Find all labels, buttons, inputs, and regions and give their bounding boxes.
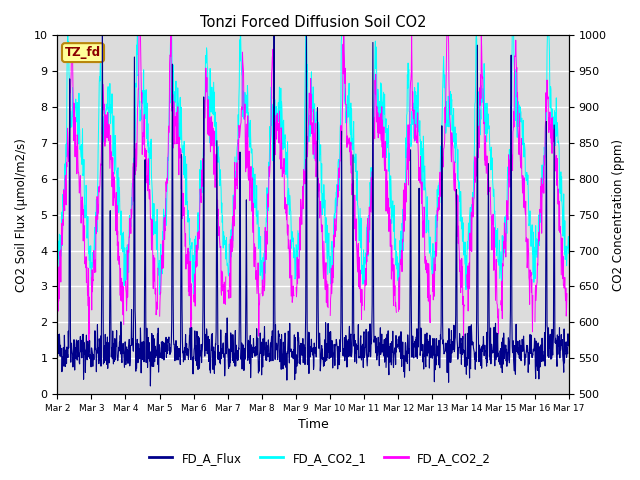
- Text: TZ_fd: TZ_fd: [65, 46, 101, 59]
- X-axis label: Time: Time: [298, 419, 328, 432]
- Title: Tonzi Forced Diffusion Soil CO2: Tonzi Forced Diffusion Soil CO2: [200, 15, 426, 30]
- Y-axis label: CO2 Soil Flux (μmol/m2/s): CO2 Soil Flux (μmol/m2/s): [15, 138, 28, 292]
- Legend: FD_A_Flux, FD_A_CO2_1, FD_A_CO2_2: FD_A_Flux, FD_A_CO2_1, FD_A_CO2_2: [144, 447, 496, 469]
- Y-axis label: CO2 Concentration (ppm): CO2 Concentration (ppm): [612, 139, 625, 291]
